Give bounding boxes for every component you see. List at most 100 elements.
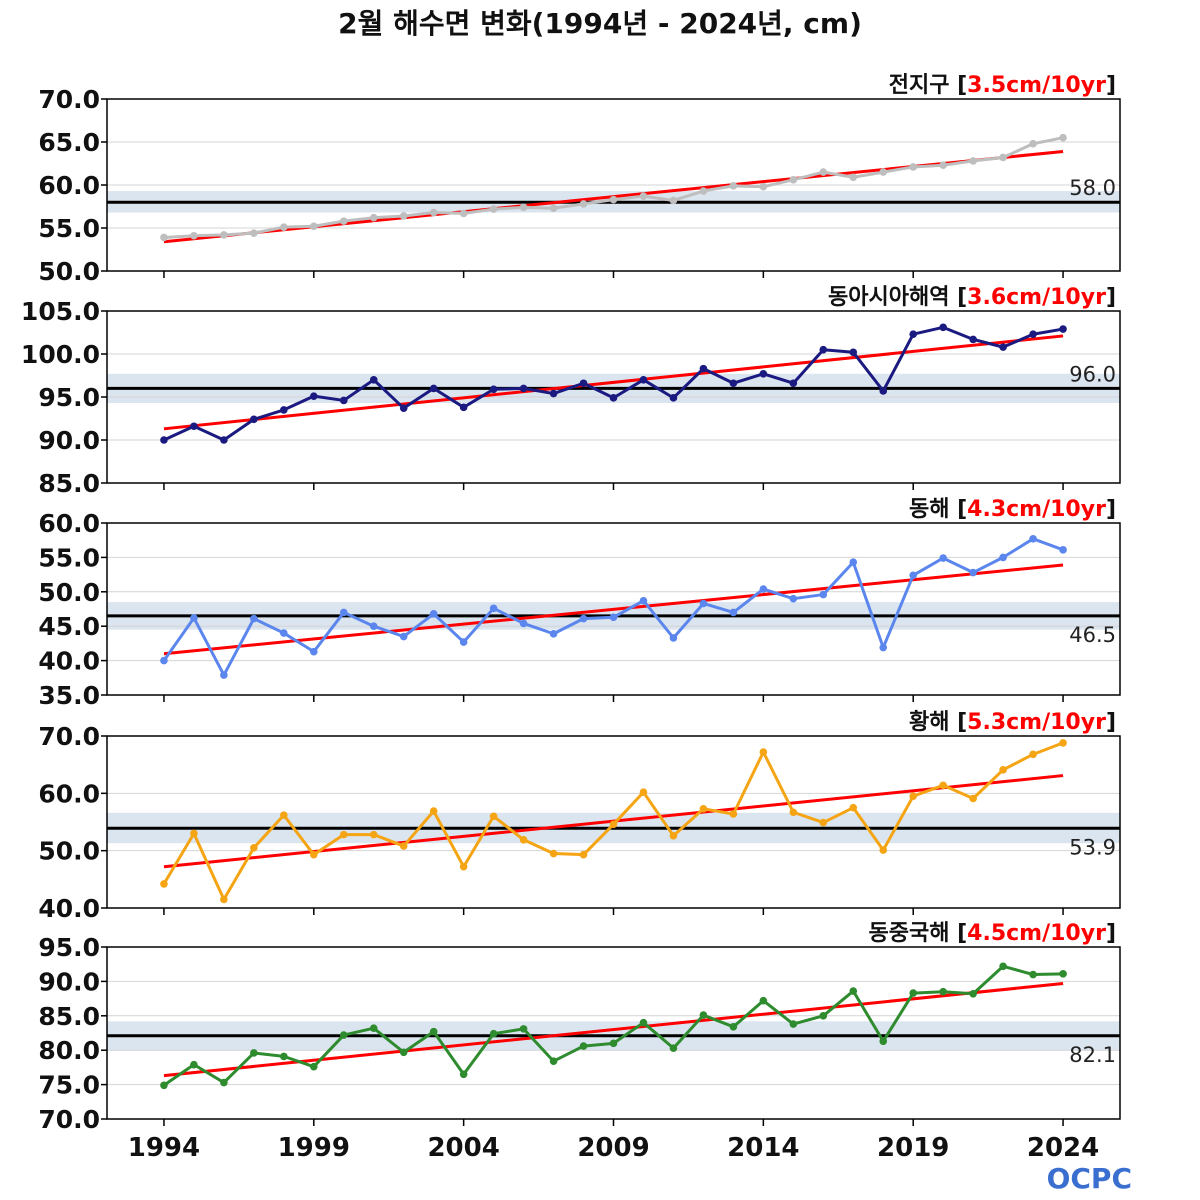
data-point bbox=[729, 810, 738, 818]
panel-2: 46.5 35.0 40.0 45.0 50.0 55.0 60.0 동해 [4.3cm/10… bbox=[38, 497, 1121, 710]
panel-bracket: ] bbox=[1106, 73, 1116, 98]
data-point bbox=[549, 1057, 558, 1066]
data-point bbox=[160, 880, 168, 888]
data-point bbox=[909, 330, 918, 339]
data-point bbox=[280, 223, 288, 231]
y-tick-label: 50.0 bbox=[38, 578, 100, 607]
panel-3: 53.9 40.0 50.0 60.0 70.0 황해 [5.3cm/10yr] bbox=[38, 710, 1121, 923]
y-tick-label: 90.0 bbox=[38, 967, 100, 996]
data-point bbox=[579, 1042, 588, 1050]
data-point bbox=[1029, 330, 1037, 339]
data-point bbox=[879, 168, 888, 176]
y-tick-label: 50.0 bbox=[38, 257, 100, 286]
y-tick-label: 60.0 bbox=[38, 171, 100, 200]
data-point bbox=[699, 805, 708, 813]
data-point bbox=[549, 204, 558, 213]
data-point bbox=[369, 376, 378, 384]
data-point bbox=[879, 1037, 888, 1046]
data-point bbox=[280, 811, 288, 819]
data-point bbox=[969, 568, 977, 577]
data-point bbox=[849, 173, 858, 182]
panel-region: 동중국해 [ bbox=[868, 921, 967, 946]
data-point bbox=[160, 656, 168, 665]
y-tick-label: 85.0 bbox=[38, 1002, 100, 1031]
y-tick-label: 70.0 bbox=[38, 1105, 100, 1134]
data-point bbox=[849, 987, 858, 995]
y-tick-label: 95.0 bbox=[38, 383, 100, 412]
data-point bbox=[549, 629, 558, 638]
data-point bbox=[519, 203, 528, 212]
data-point bbox=[160, 436, 168, 444]
data-point bbox=[399, 404, 408, 412]
data-point bbox=[729, 608, 738, 617]
data-point bbox=[250, 614, 258, 623]
y-tick-label: 60.0 bbox=[38, 779, 100, 808]
data-point bbox=[190, 614, 198, 622]
data-point bbox=[220, 231, 228, 239]
data-point bbox=[729, 182, 738, 190]
data-point bbox=[879, 643, 888, 652]
data-point bbox=[429, 208, 438, 217]
logo-text: OCPC bbox=[1047, 1162, 1132, 1195]
data-point bbox=[819, 590, 828, 599]
data-point bbox=[789, 594, 798, 603]
data-point bbox=[969, 157, 977, 165]
chart-panels: 58.0 50.0 55.0 60.0 65.0 70.0 전지구 [3.5cm/10yr]… bbox=[21, 73, 1121, 1163]
panel-trend-rate: 4.5cm/10yr bbox=[967, 921, 1106, 946]
data-point bbox=[639, 376, 648, 384]
data-point bbox=[819, 345, 828, 354]
data-point bbox=[339, 217, 348, 225]
data-point bbox=[1059, 739, 1067, 747]
data-point bbox=[399, 1048, 408, 1057]
panel-bracket: ] bbox=[1106, 710, 1116, 735]
data-point bbox=[579, 850, 588, 859]
data-point bbox=[489, 385, 498, 394]
data-point bbox=[309, 850, 318, 859]
data-point bbox=[309, 647, 318, 656]
data-point bbox=[1029, 970, 1037, 979]
panel-1: 96.0 85.0 90.0 95.0 100.0 105.0 동아시아해역 [3.6cm/… bbox=[21, 285, 1121, 498]
panel-4: 82.1 70.0 75.0 80.0 85.0 90.0 95.0 동중국해 [4.5cm/… bbox=[38, 921, 1121, 1134]
data-point bbox=[459, 1070, 468, 1079]
y-tick-label: 70.0 bbox=[38, 722, 100, 751]
data-point bbox=[459, 403, 468, 412]
panel-region: 동아시아해역 [ bbox=[828, 285, 967, 310]
data-point bbox=[669, 831, 678, 840]
y-tick-label: 90.0 bbox=[38, 426, 100, 455]
data-point bbox=[669, 1044, 678, 1052]
data-point bbox=[609, 820, 618, 829]
data-point bbox=[1059, 325, 1067, 333]
data-point bbox=[999, 553, 1007, 562]
data-point bbox=[819, 1012, 828, 1020]
panel-title: 전지구 [3.5cm/10yr] bbox=[889, 73, 1116, 98]
data-point bbox=[280, 406, 288, 414]
y-tick-label: 65.0 bbox=[38, 128, 100, 157]
data-point bbox=[999, 766, 1007, 774]
data-point bbox=[190, 422, 198, 431]
data-point bbox=[220, 1078, 228, 1087]
x-tick-label: 1994 bbox=[128, 1133, 200, 1163]
data-point bbox=[609, 613, 618, 622]
data-point bbox=[369, 213, 378, 222]
data-point bbox=[999, 153, 1007, 162]
y-tick-label: 95.0 bbox=[38, 933, 100, 962]
x-tick-label: 2004 bbox=[427, 1133, 499, 1163]
data-point bbox=[429, 384, 438, 393]
data-point bbox=[160, 1081, 168, 1090]
data-point bbox=[669, 196, 678, 205]
panel-trend-rate: 4.3cm/10yr bbox=[967, 497, 1106, 522]
data-point bbox=[1029, 535, 1037, 543]
data-point bbox=[639, 596, 648, 605]
panel-trend-rate: 3.6cm/10yr bbox=[967, 285, 1106, 310]
data-point bbox=[399, 842, 408, 850]
data-point bbox=[190, 829, 198, 838]
data-point bbox=[220, 895, 228, 904]
data-point bbox=[789, 808, 798, 817]
y-tick-label: 45.0 bbox=[38, 612, 100, 641]
data-point bbox=[849, 348, 858, 357]
data-point bbox=[1029, 139, 1037, 148]
y-tick-label: 60.0 bbox=[38, 509, 100, 538]
data-point bbox=[759, 748, 768, 756]
data-point bbox=[609, 1039, 618, 1048]
x-tick-label: 1999 bbox=[278, 1133, 350, 1163]
